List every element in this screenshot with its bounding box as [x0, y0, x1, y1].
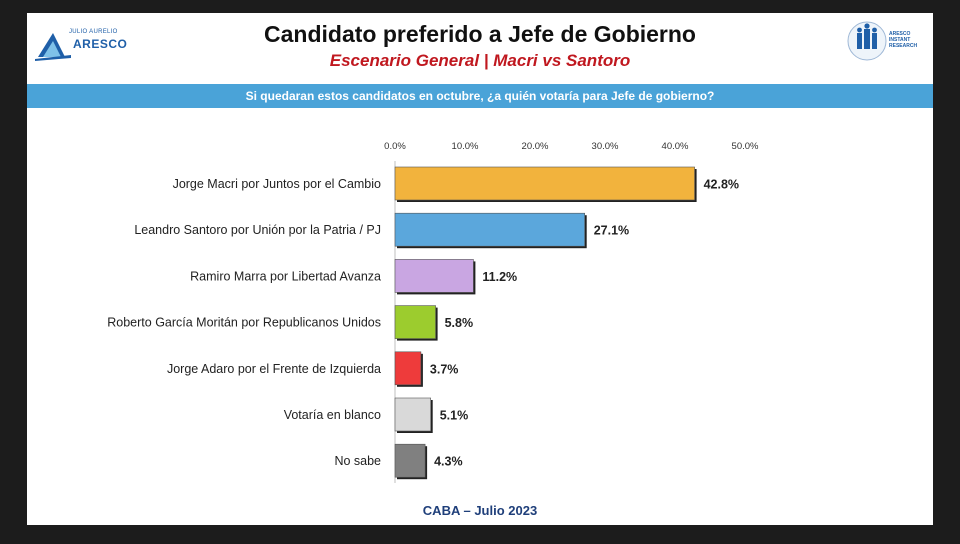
category-label: Jorge Macri por Juntos por el Cambio [173, 177, 381, 191]
question-banner: Si quedaran estos candidatos en octubre,… [27, 84, 933, 108]
logo-small-text: JULIO AURELIO [69, 29, 118, 35]
bar [394, 212, 585, 247]
x-tick-label: 40.0% [662, 141, 689, 152]
x-tick-label: 10.0% [452, 141, 479, 152]
x-tick-label: 20.0% [522, 141, 549, 152]
slide: JULIO AURELIO ARESCO ARESCO INSTANT RESE… [27, 13, 933, 525]
x-tick-label: 0.0% [384, 141, 406, 152]
category-label: Leandro Santoro por Unión por la Patria … [134, 223, 381, 237]
value-label: 11.2% [482, 270, 517, 284]
bar [394, 305, 436, 339]
category-label: No sabe [334, 454, 381, 468]
bar-chart: 0.0% 10.0% 20.0% 30.0% 40.0% 50.0% Jorge Macri… [107, 141, 759, 483]
logo-right-line-1: ARESCO [889, 31, 911, 37]
bar [394, 443, 426, 478]
value-label: 4.3% [434, 455, 463, 469]
category-label: Ramiro Marra por Libertad Avanza [190, 269, 381, 283]
x-tick-label: 30.0% [592, 141, 619, 152]
footer-source: CABA – Julio 2023 [422, 503, 538, 518]
globe-figures-icon [847, 21, 887, 61]
category-label: Votaría en blanco [284, 408, 381, 422]
x-tick-label: 50.0% [732, 141, 759, 152]
chart-subtitle: Escenario General | Macri vs Santoro [329, 51, 631, 70]
triangle-logo-icon [35, 33, 71, 61]
bar [394, 351, 422, 386]
category-label: Roberto García Moritán por Republicanos … [107, 316, 381, 330]
value-label: 5.8% [445, 316, 474, 330]
logo-right-line-3: RESEARCH [889, 43, 918, 49]
aresco-instant-research-logo: ARESCO INSTANT RESEARCH [845, 19, 929, 65]
chart-title: Candidato preferido a Jefe de Gobierno [264, 21, 696, 47]
logo-big-text: ARESCO [73, 37, 128, 51]
value-label: 27.1% [594, 224, 629, 238]
aresco-logo: JULIO AURELIO ARESCO [35, 27, 127, 67]
bar [394, 166, 695, 201]
value-label: 5.1% [440, 409, 469, 423]
value-label: 42.8% [704, 178, 739, 192]
bar [394, 259, 474, 293]
bar [394, 397, 432, 432]
value-label: 3.7% [430, 362, 459, 376]
logo-right-line-2: INSTANT [889, 37, 911, 43]
category-label: Jorge Adaro por el Frente de Izquierda [167, 362, 381, 376]
